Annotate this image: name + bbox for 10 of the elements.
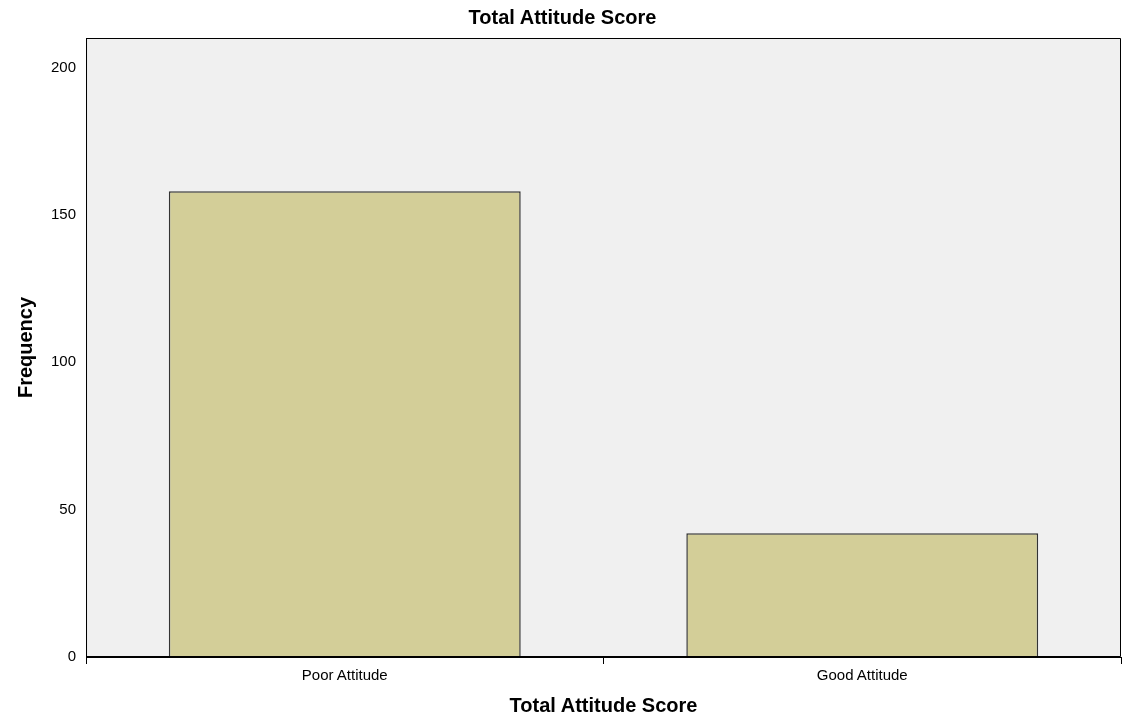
y-tick-label: 0	[67, 647, 77, 665]
y-axis-title: Frequency	[13, 296, 36, 399]
x-axis-title: Total Attitude Score	[509, 693, 698, 716]
y-tick-label: 200	[51, 57, 77, 75]
x-tick-label: Poor Attitude	[301, 666, 388, 684]
x-tick-label: Good Attitude	[816, 666, 908, 684]
chart-title: Total Attitude Score	[468, 5, 657, 28]
y-tick-label: 50	[59, 499, 77, 517]
y-tick-label: 150	[51, 205, 77, 222]
y-tick-label: 100	[51, 352, 77, 370]
